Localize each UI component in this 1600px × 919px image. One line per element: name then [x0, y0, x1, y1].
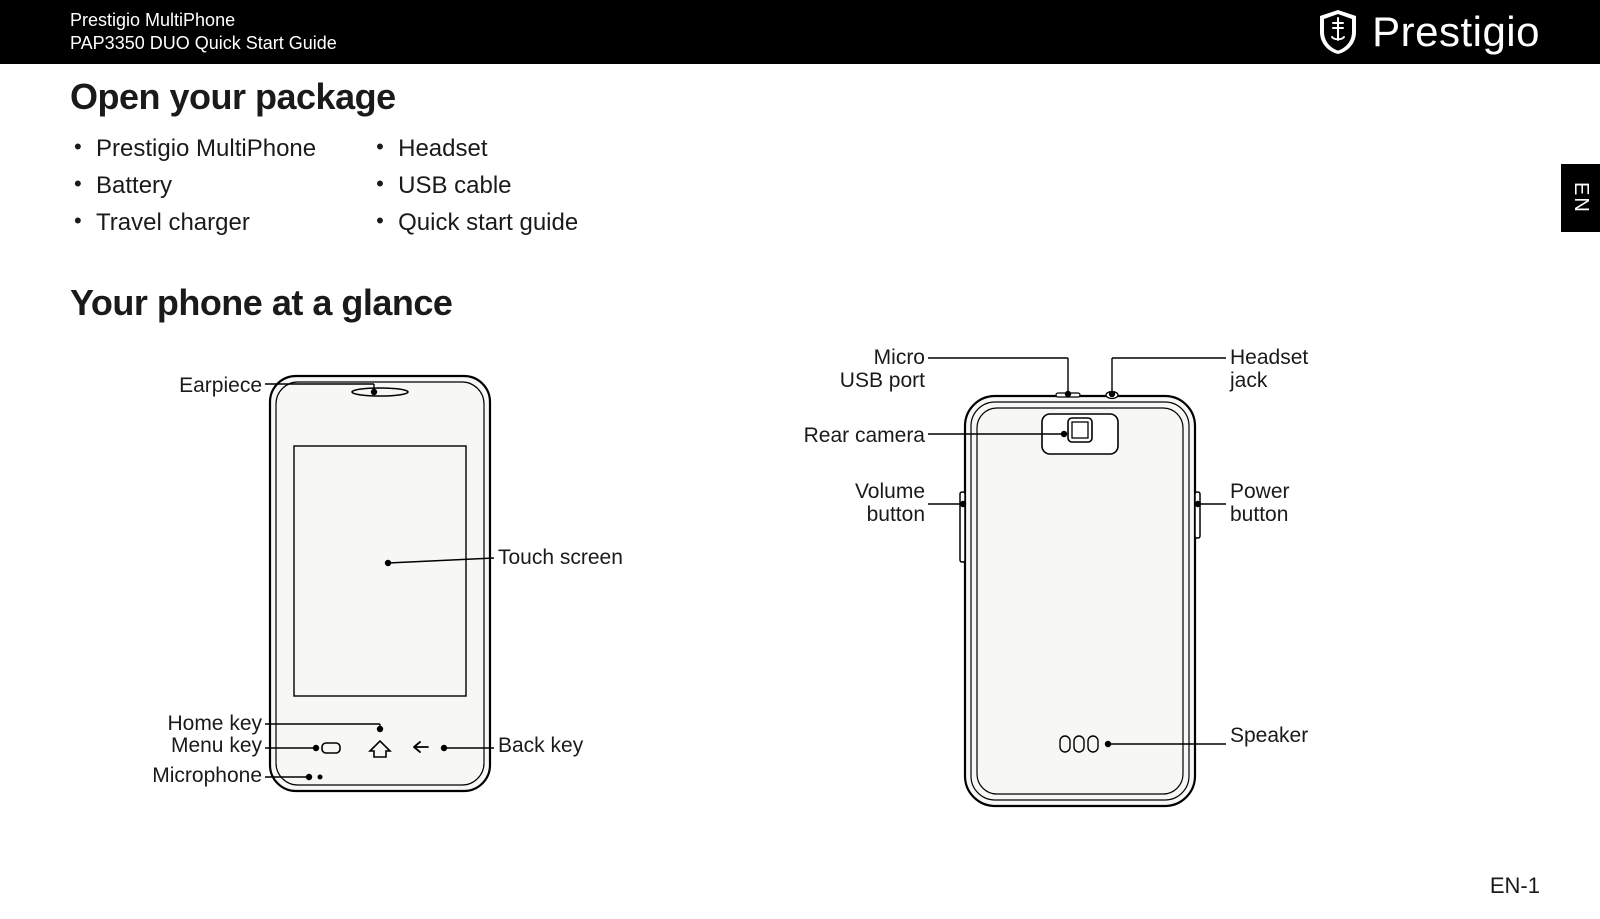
list-item: Travel charger — [70, 204, 316, 241]
label-touchscreen: Touch screen — [498, 546, 623, 569]
brand-shield-icon — [1314, 8, 1362, 56]
language-tab: EN — [1561, 164, 1600, 232]
label-microphone: Microphone — [152, 764, 262, 787]
page-content: Open your package Prestigio MultiPhone B… — [0, 64, 1600, 856]
label-volume-2: button — [867, 503, 925, 526]
label-power-2: button — [1230, 503, 1288, 526]
label-rear-camera: Rear camera — [804, 424, 925, 447]
page-number: EN-1 — [1490, 873, 1540, 899]
label-headset-1: Headset — [1230, 346, 1308, 369]
phone-svg — [70, 336, 1530, 856]
list-item: Headset — [372, 130, 578, 167]
list-item: USB cable — [372, 167, 578, 204]
label-power-1: Power — [1230, 480, 1290, 503]
label-headset-2: jack — [1230, 369, 1267, 392]
header-text: Prestigio MultiPhone PAP3350 DUO Quick S… — [70, 9, 337, 56]
guide-name: PAP3350 DUO Quick Start Guide — [70, 32, 337, 55]
label-micro-usb-1: Micro — [874, 346, 925, 369]
phone-diagrams: Earpiece Touch screen Home key Menu key … — [70, 336, 1530, 856]
product-name: Prestigio MultiPhone — [70, 9, 337, 32]
label-earpiece: Earpiece — [179, 374, 262, 397]
label-micro-usb-2: USB port — [840, 369, 925, 392]
section-open-package-title: Open your package — [70, 76, 1530, 118]
label-volume-1: Volume — [855, 480, 925, 503]
package-col-2: Headset USB cable Quick start guide — [372, 130, 578, 242]
list-item: Quick start guide — [372, 204, 578, 241]
label-home-key: Home key — [167, 712, 262, 735]
section-phone-glance-title: Your phone at a glance — [70, 282, 1530, 324]
list-item: Battery — [70, 167, 316, 204]
brand-logo: Prestigio — [1314, 8, 1540, 56]
label-speaker: Speaker — [1230, 724, 1308, 747]
package-contents: Prestigio MultiPhone Battery Travel char… — [70, 130, 1530, 242]
package-col-1: Prestigio MultiPhone Battery Travel char… — [70, 130, 316, 242]
brand-name: Prestigio — [1372, 8, 1540, 56]
header-bar: Prestigio MultiPhone PAP3350 DUO Quick S… — [0, 0, 1600, 64]
list-item: Prestigio MultiPhone — [70, 130, 316, 167]
label-back-key: Back key — [498, 734, 583, 757]
label-menu-key: Menu key — [171, 734, 262, 757]
